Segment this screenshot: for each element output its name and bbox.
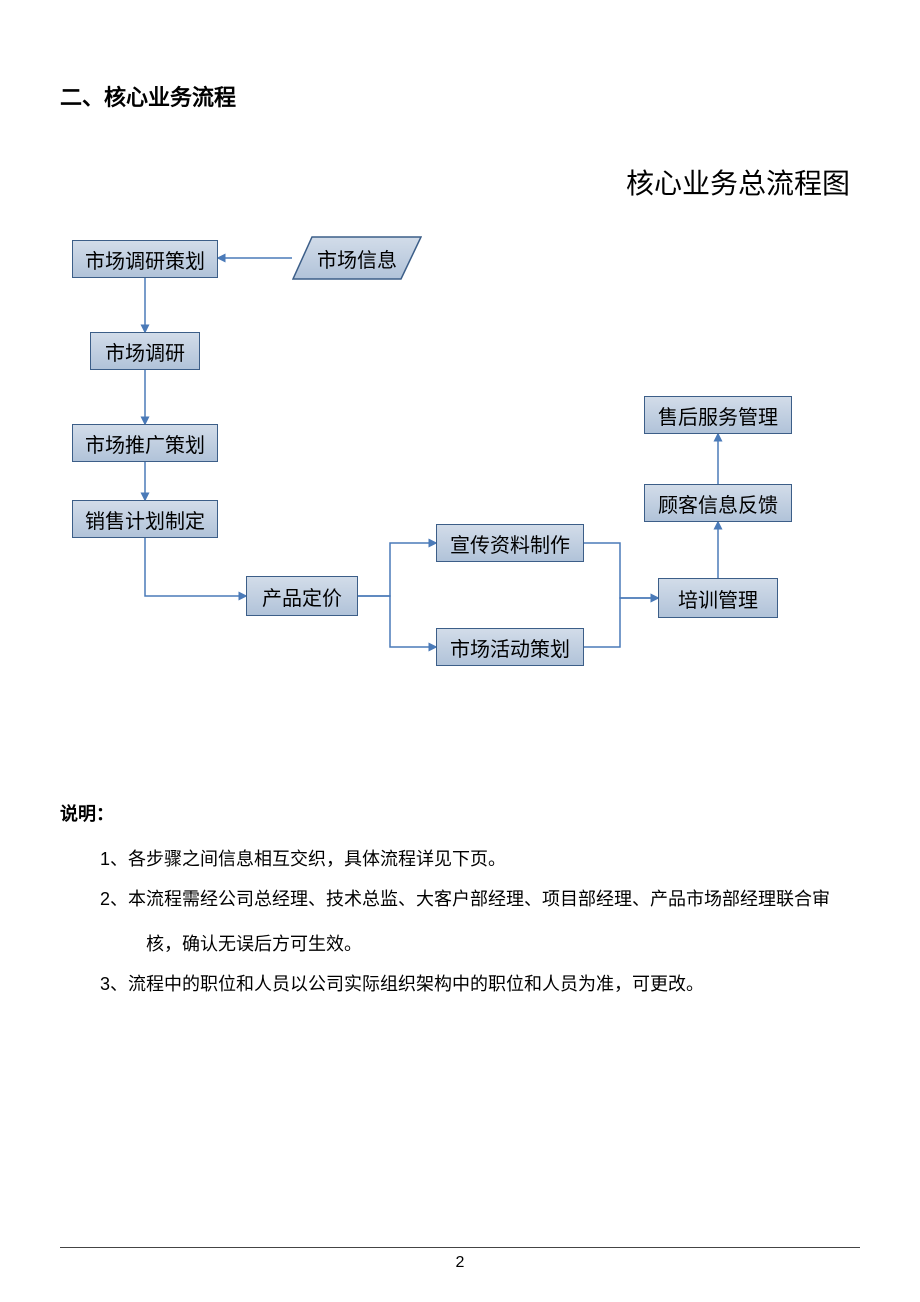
chart-title: 核心业务总流程图	[60, 162, 850, 202]
flow-node-label: 市场推广策划	[85, 429, 205, 458]
flow-node-label: 售后服务管理	[658, 401, 778, 430]
flow-node-n10: 顾客信息反馈	[644, 484, 792, 522]
description-line: 3、流程中的职位和人员以公司实际组织架构中的职位和人员为准，可更改。	[100, 965, 860, 1005]
flowchart-canvas: 市场调研策划 市场信息市场调研市场推广策划销售计划制定产品定价 宣传资料制作市场活动…	[60, 230, 860, 770]
flow-node-label: 市场调研	[105, 337, 185, 366]
flow-edge-e5	[145, 538, 246, 596]
flow-node-n8: 市场活动策划	[436, 628, 584, 666]
page-number: 2	[60, 1247, 860, 1272]
description-line: 核，确认无误后方可生效。	[100, 925, 860, 965]
flow-node-label: 市场信息	[317, 244, 397, 273]
flow-node-label: 市场活动策划	[450, 633, 570, 662]
flow-node-label: 产品定价	[262, 582, 342, 611]
section-heading: 二、核心业务流程	[60, 80, 860, 112]
flow-node-n5: 销售计划制定	[72, 500, 218, 538]
description-item: 1、各步骤之间信息相互交织，具体流程详见下页。	[100, 840, 860, 880]
flow-node-n2: 市场信息	[292, 236, 422, 280]
flow-edge-e9	[584, 598, 658, 647]
flow-node-n6: 产品定价	[246, 576, 358, 616]
flow-node-label: 销售计划制定	[85, 505, 205, 534]
description-item: 2、本流程需经公司总经理、技术总监、大客户部经理、项目部经理、产品市场部经理联合…	[100, 880, 860, 965]
flow-edge-e8	[584, 543, 658, 598]
flow-node-n1: 市场调研策划	[72, 240, 218, 278]
description-heading: 说明：	[60, 800, 860, 826]
flow-node-label: 市场调研策划	[85, 245, 205, 274]
flow-edge-e7	[358, 596, 436, 647]
flow-node-n4: 市场推广策划	[72, 424, 218, 462]
flow-node-label: 顾客信息反馈	[658, 489, 778, 518]
flow-node-label: 宣传资料制作	[450, 529, 570, 558]
flow-node-n3: 市场调研	[90, 332, 200, 370]
description-line: 1、各步骤之间信息相互交织，具体流程详见下页。	[100, 840, 860, 880]
flow-edge-e6	[358, 543, 436, 596]
document-page: 二、核心业务流程 核心业务总流程图 市场调研策划 市场信息市场调研市场推广策划销售…	[0, 0, 920, 1302]
flow-node-label: 培训管理	[678, 584, 758, 613]
flow-node-n9: 培训管理	[658, 578, 778, 618]
description-item: 3、流程中的职位和人员以公司实际组织架构中的职位和人员为准，可更改。	[100, 965, 860, 1005]
description-line: 2、本流程需经公司总经理、技术总监、大客户部经理、项目部经理、产品市场部经理联合…	[100, 880, 860, 920]
description-list: 1、各步骤之间信息相互交织，具体流程详见下页。2、本流程需经公司总经理、技术总监…	[60, 840, 860, 1004]
flow-node-n11: 售后服务管理	[644, 396, 792, 434]
flow-node-n7: 宣传资料制作	[436, 524, 584, 562]
